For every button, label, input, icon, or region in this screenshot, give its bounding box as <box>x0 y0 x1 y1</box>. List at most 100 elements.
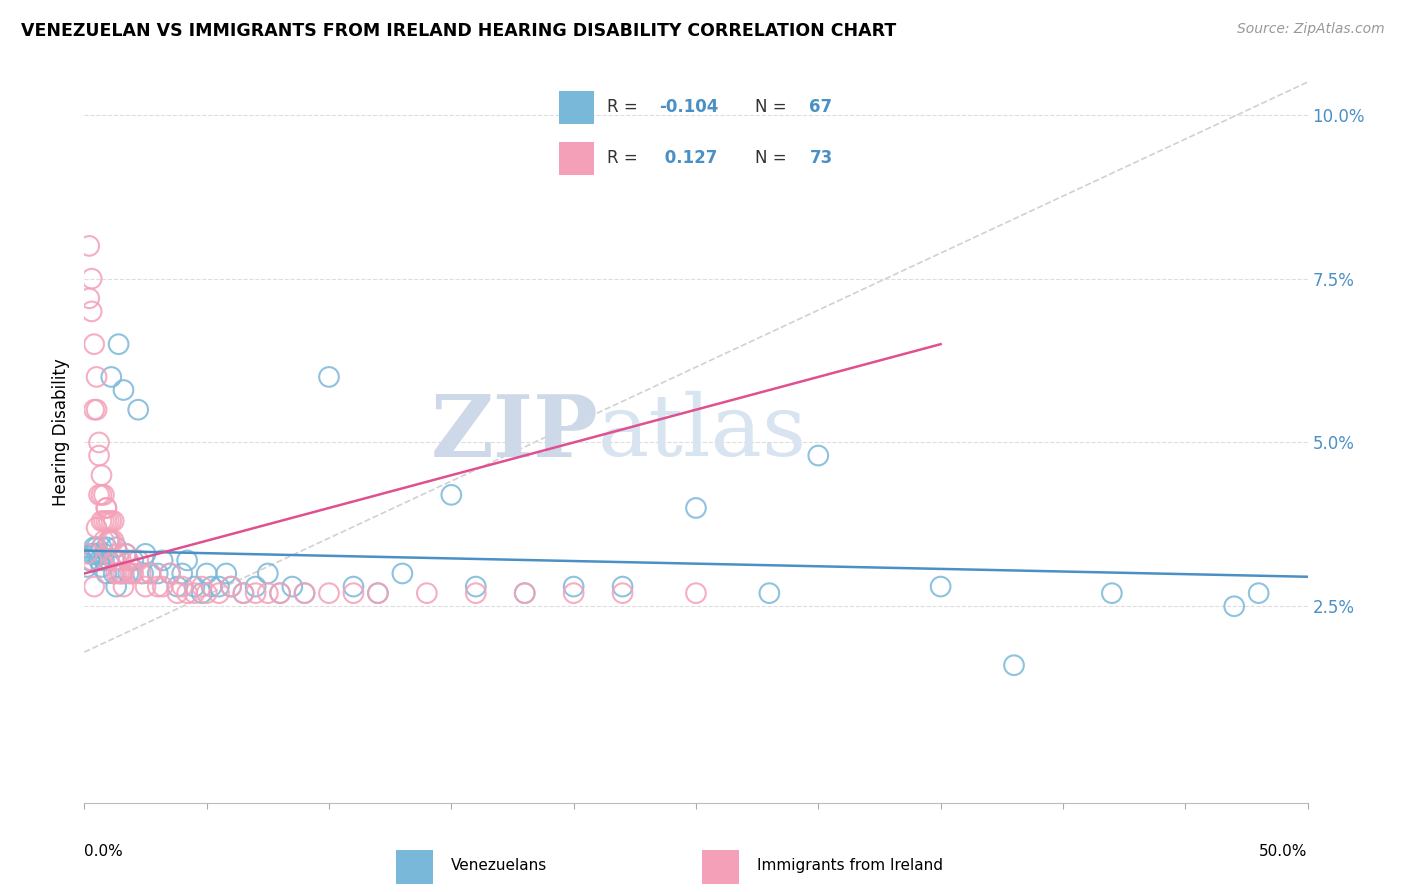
Point <box>132 566 155 581</box>
Point <box>191 580 214 594</box>
Point <box>80 304 103 318</box>
Point <box>166 580 188 594</box>
Point <box>281 580 304 594</box>
Point <box>176 586 198 600</box>
Point <box>127 402 149 417</box>
Point <box>117 553 139 567</box>
Point <box>135 580 157 594</box>
Point <box>195 586 218 600</box>
Point <box>107 566 129 581</box>
Text: Source: ZipAtlas.com: Source: ZipAtlas.com <box>1237 22 1385 37</box>
Point <box>110 566 132 581</box>
Point <box>208 580 231 594</box>
Point <box>146 566 169 581</box>
Point <box>97 533 120 548</box>
Point <box>87 547 110 561</box>
Point <box>294 586 316 600</box>
Point <box>269 586 291 600</box>
Point <box>245 580 267 594</box>
Point <box>86 370 108 384</box>
Point <box>245 586 267 600</box>
Point <box>172 566 194 581</box>
Point <box>87 488 110 502</box>
Point <box>76 547 98 561</box>
Point <box>87 435 110 450</box>
Point <box>513 586 536 600</box>
Point <box>80 553 103 567</box>
Point <box>172 580 194 594</box>
Point <box>96 566 118 581</box>
Point <box>96 500 118 515</box>
Point <box>93 547 115 561</box>
Point <box>208 586 231 600</box>
Point <box>90 541 112 555</box>
Point <box>1101 586 1123 600</box>
Point <box>112 580 135 594</box>
Point <box>107 547 129 561</box>
Point <box>77 291 100 305</box>
Point <box>97 533 120 548</box>
Point <box>257 566 280 581</box>
Point <box>100 370 122 384</box>
Point <box>103 533 125 548</box>
Point <box>1247 586 1270 600</box>
Point <box>103 566 125 581</box>
Y-axis label: Hearing Disability: Hearing Disability <box>52 359 70 507</box>
Point <box>685 500 707 515</box>
Point <box>100 514 122 528</box>
Point <box>105 553 128 567</box>
Point <box>86 402 108 417</box>
Point <box>96 514 118 528</box>
Point <box>97 514 120 528</box>
Point <box>152 553 174 567</box>
Point <box>96 541 118 555</box>
Point <box>232 586 254 600</box>
Point <box>318 586 340 600</box>
Point <box>107 337 129 351</box>
Point <box>342 586 364 600</box>
Point <box>139 566 162 581</box>
Point <box>929 580 952 594</box>
Point <box>96 500 118 515</box>
Point <box>135 547 157 561</box>
Point <box>80 547 103 561</box>
Point <box>90 468 112 483</box>
Point <box>122 566 145 581</box>
Point <box>152 580 174 594</box>
Point <box>110 566 132 581</box>
Point <box>87 449 110 463</box>
Point <box>562 580 585 594</box>
Point <box>159 566 181 581</box>
Point <box>103 514 125 528</box>
Point <box>200 580 222 594</box>
Point <box>166 586 188 600</box>
Point <box>115 547 138 561</box>
Text: VENEZUELAN VS IMMIGRANTS FROM IRELAND HEARING DISABILITY CORRELATION CHART: VENEZUELAN VS IMMIGRANTS FROM IRELAND HE… <box>21 22 897 40</box>
Point <box>90 514 112 528</box>
Point <box>367 586 389 600</box>
Text: 0.0%: 0.0% <box>84 845 124 860</box>
Point <box>97 553 120 567</box>
Point <box>685 586 707 600</box>
Point <box>80 271 103 285</box>
Point <box>90 488 112 502</box>
Point <box>159 566 181 581</box>
Point <box>83 337 105 351</box>
Point <box>127 553 149 567</box>
Point <box>93 488 115 502</box>
Point <box>191 586 214 600</box>
Point <box>294 586 316 600</box>
Point <box>93 514 115 528</box>
Point <box>93 553 115 567</box>
Point <box>367 586 389 600</box>
Point <box>93 533 115 548</box>
Point <box>112 383 135 397</box>
Point <box>86 547 108 561</box>
Point <box>391 566 413 581</box>
Point <box>122 553 145 567</box>
Point <box>219 580 242 594</box>
Point <box>342 580 364 594</box>
Point <box>232 586 254 600</box>
Point <box>103 553 125 567</box>
Point <box>129 566 152 581</box>
